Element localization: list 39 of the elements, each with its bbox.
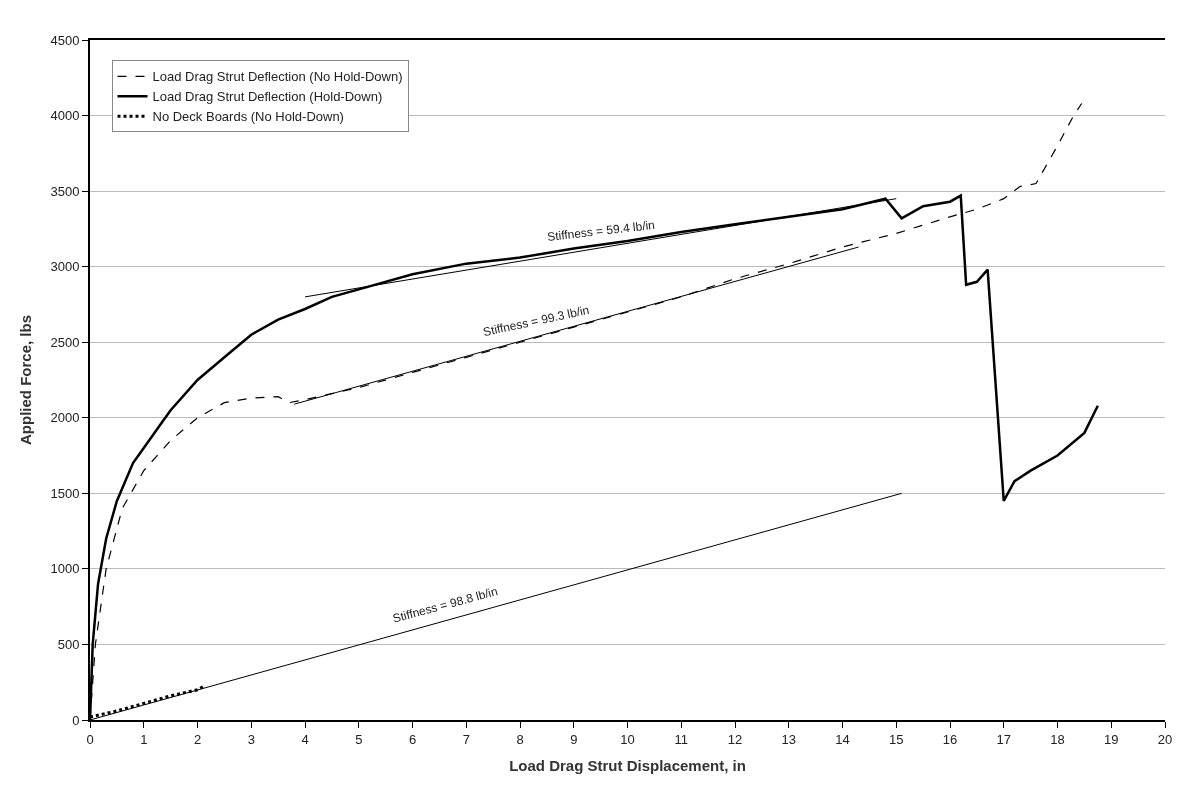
x-tick-label: 13 xyxy=(781,731,796,747)
x-tick-label: 20 xyxy=(1157,731,1173,747)
y-tick-label: 4500 xyxy=(50,32,80,48)
y-tick-label: 0 xyxy=(72,712,80,728)
y-tick-label: 1000 xyxy=(50,561,80,577)
y-axis-title: Applied Force, lbs xyxy=(17,314,35,446)
y-tick-label: 2000 xyxy=(50,410,80,426)
annotation: Stiffness = 59.4 lb/in xyxy=(546,217,656,245)
y-tick-label: 3000 xyxy=(50,259,80,275)
x-tick-label: 18 xyxy=(1050,731,1065,747)
x-tick-label: 16 xyxy=(942,731,958,747)
x-tick-label: 3 xyxy=(247,731,255,747)
x-tick-label: 6 xyxy=(408,731,417,747)
annotation: Stiffness = 99.3 lb/in xyxy=(481,302,591,340)
y-tick-label: 3500 xyxy=(50,183,80,199)
x-tick-label: 4 xyxy=(301,731,309,747)
y-tick-label: 1500 xyxy=(50,485,80,501)
y-tick-label: 4000 xyxy=(50,108,80,124)
x-tick-label: 15 xyxy=(889,731,904,747)
y-tick-label: 500 xyxy=(57,636,80,652)
legend-label: No Deck Boards (No Hold-Down) xyxy=(152,109,344,125)
x-tick-label: 12 xyxy=(727,731,743,747)
annotation: Stiffness = 98.8 lb/in xyxy=(391,584,500,626)
x-axis-title: Load Drag Strut Displacement, in xyxy=(509,757,746,775)
x-tick-label: 5 xyxy=(355,731,363,747)
x-tick-label: 7 xyxy=(462,731,470,747)
y-tick-label: 2500 xyxy=(50,334,80,350)
legend-label: Load Drag Strut Deflection (No Hold-Down) xyxy=(152,69,403,85)
x-tick-label: 1 xyxy=(140,731,148,747)
legend-label: Load Drag Strut Deflection (Hold-Down) xyxy=(152,89,383,105)
x-tick-label: 19 xyxy=(1104,731,1119,747)
x-tick-label: 10 xyxy=(620,731,635,747)
x-tick-label: 11 xyxy=(674,731,688,747)
x-tick-label: 8 xyxy=(516,731,524,747)
x-tick-label: 0 xyxy=(86,731,94,747)
x-tick-label: 14 xyxy=(835,731,850,747)
x-tick-label: 2 xyxy=(193,731,202,747)
x-tick-label: 17 xyxy=(996,731,1011,747)
x-tick-label: 9 xyxy=(570,731,578,747)
